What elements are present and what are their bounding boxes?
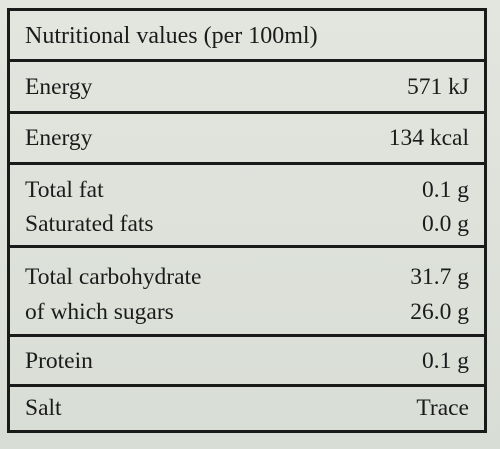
total-carbohydrate-value: 31.7 g xyxy=(410,264,469,291)
nutrition-table: Nutritional values (per 100ml) Energy 57… xyxy=(7,8,487,433)
salt-label: Salt xyxy=(25,395,62,422)
saturated-fats-value: 0.0 g xyxy=(422,211,469,238)
table-header-row: Nutritional values (per 100ml) xyxy=(10,11,484,62)
protein-row: Protein 0.1 g xyxy=(10,337,484,387)
sugars-label: of which sugars xyxy=(25,299,174,326)
energy-kcal-label: Energy xyxy=(25,125,93,152)
carbohydrate-group-row: Total carbohydrate 31.7 g of which sugar… xyxy=(10,248,484,337)
total-fat-value: 0.1 g xyxy=(422,177,469,204)
table-title: Nutritional values (per 100ml) xyxy=(25,23,318,49)
energy-kcal-value: 134 kcal xyxy=(388,125,469,152)
total-fat-label: Total fat xyxy=(25,177,104,204)
salt-row: Salt Trace xyxy=(10,387,484,430)
total-carbohydrate-label: Total carbohydrate xyxy=(25,264,202,291)
sugars-value: 26.0 g xyxy=(410,299,469,326)
energy-kj-label: Energy xyxy=(25,74,93,101)
saturated-fats-label: Saturated fats xyxy=(25,211,154,238)
energy-kj-row: Energy 571 kJ xyxy=(10,62,484,114)
fat-group-row: Total fat 0.1 g Saturated fats 0.0 g xyxy=(10,165,484,248)
energy-kcal-row: Energy 134 kcal xyxy=(10,114,484,165)
protein-value: 0.1 g xyxy=(422,348,469,375)
protein-label: Protein xyxy=(25,348,93,375)
energy-kj-value: 571 kJ xyxy=(406,74,469,101)
salt-value: Trace xyxy=(416,395,469,422)
